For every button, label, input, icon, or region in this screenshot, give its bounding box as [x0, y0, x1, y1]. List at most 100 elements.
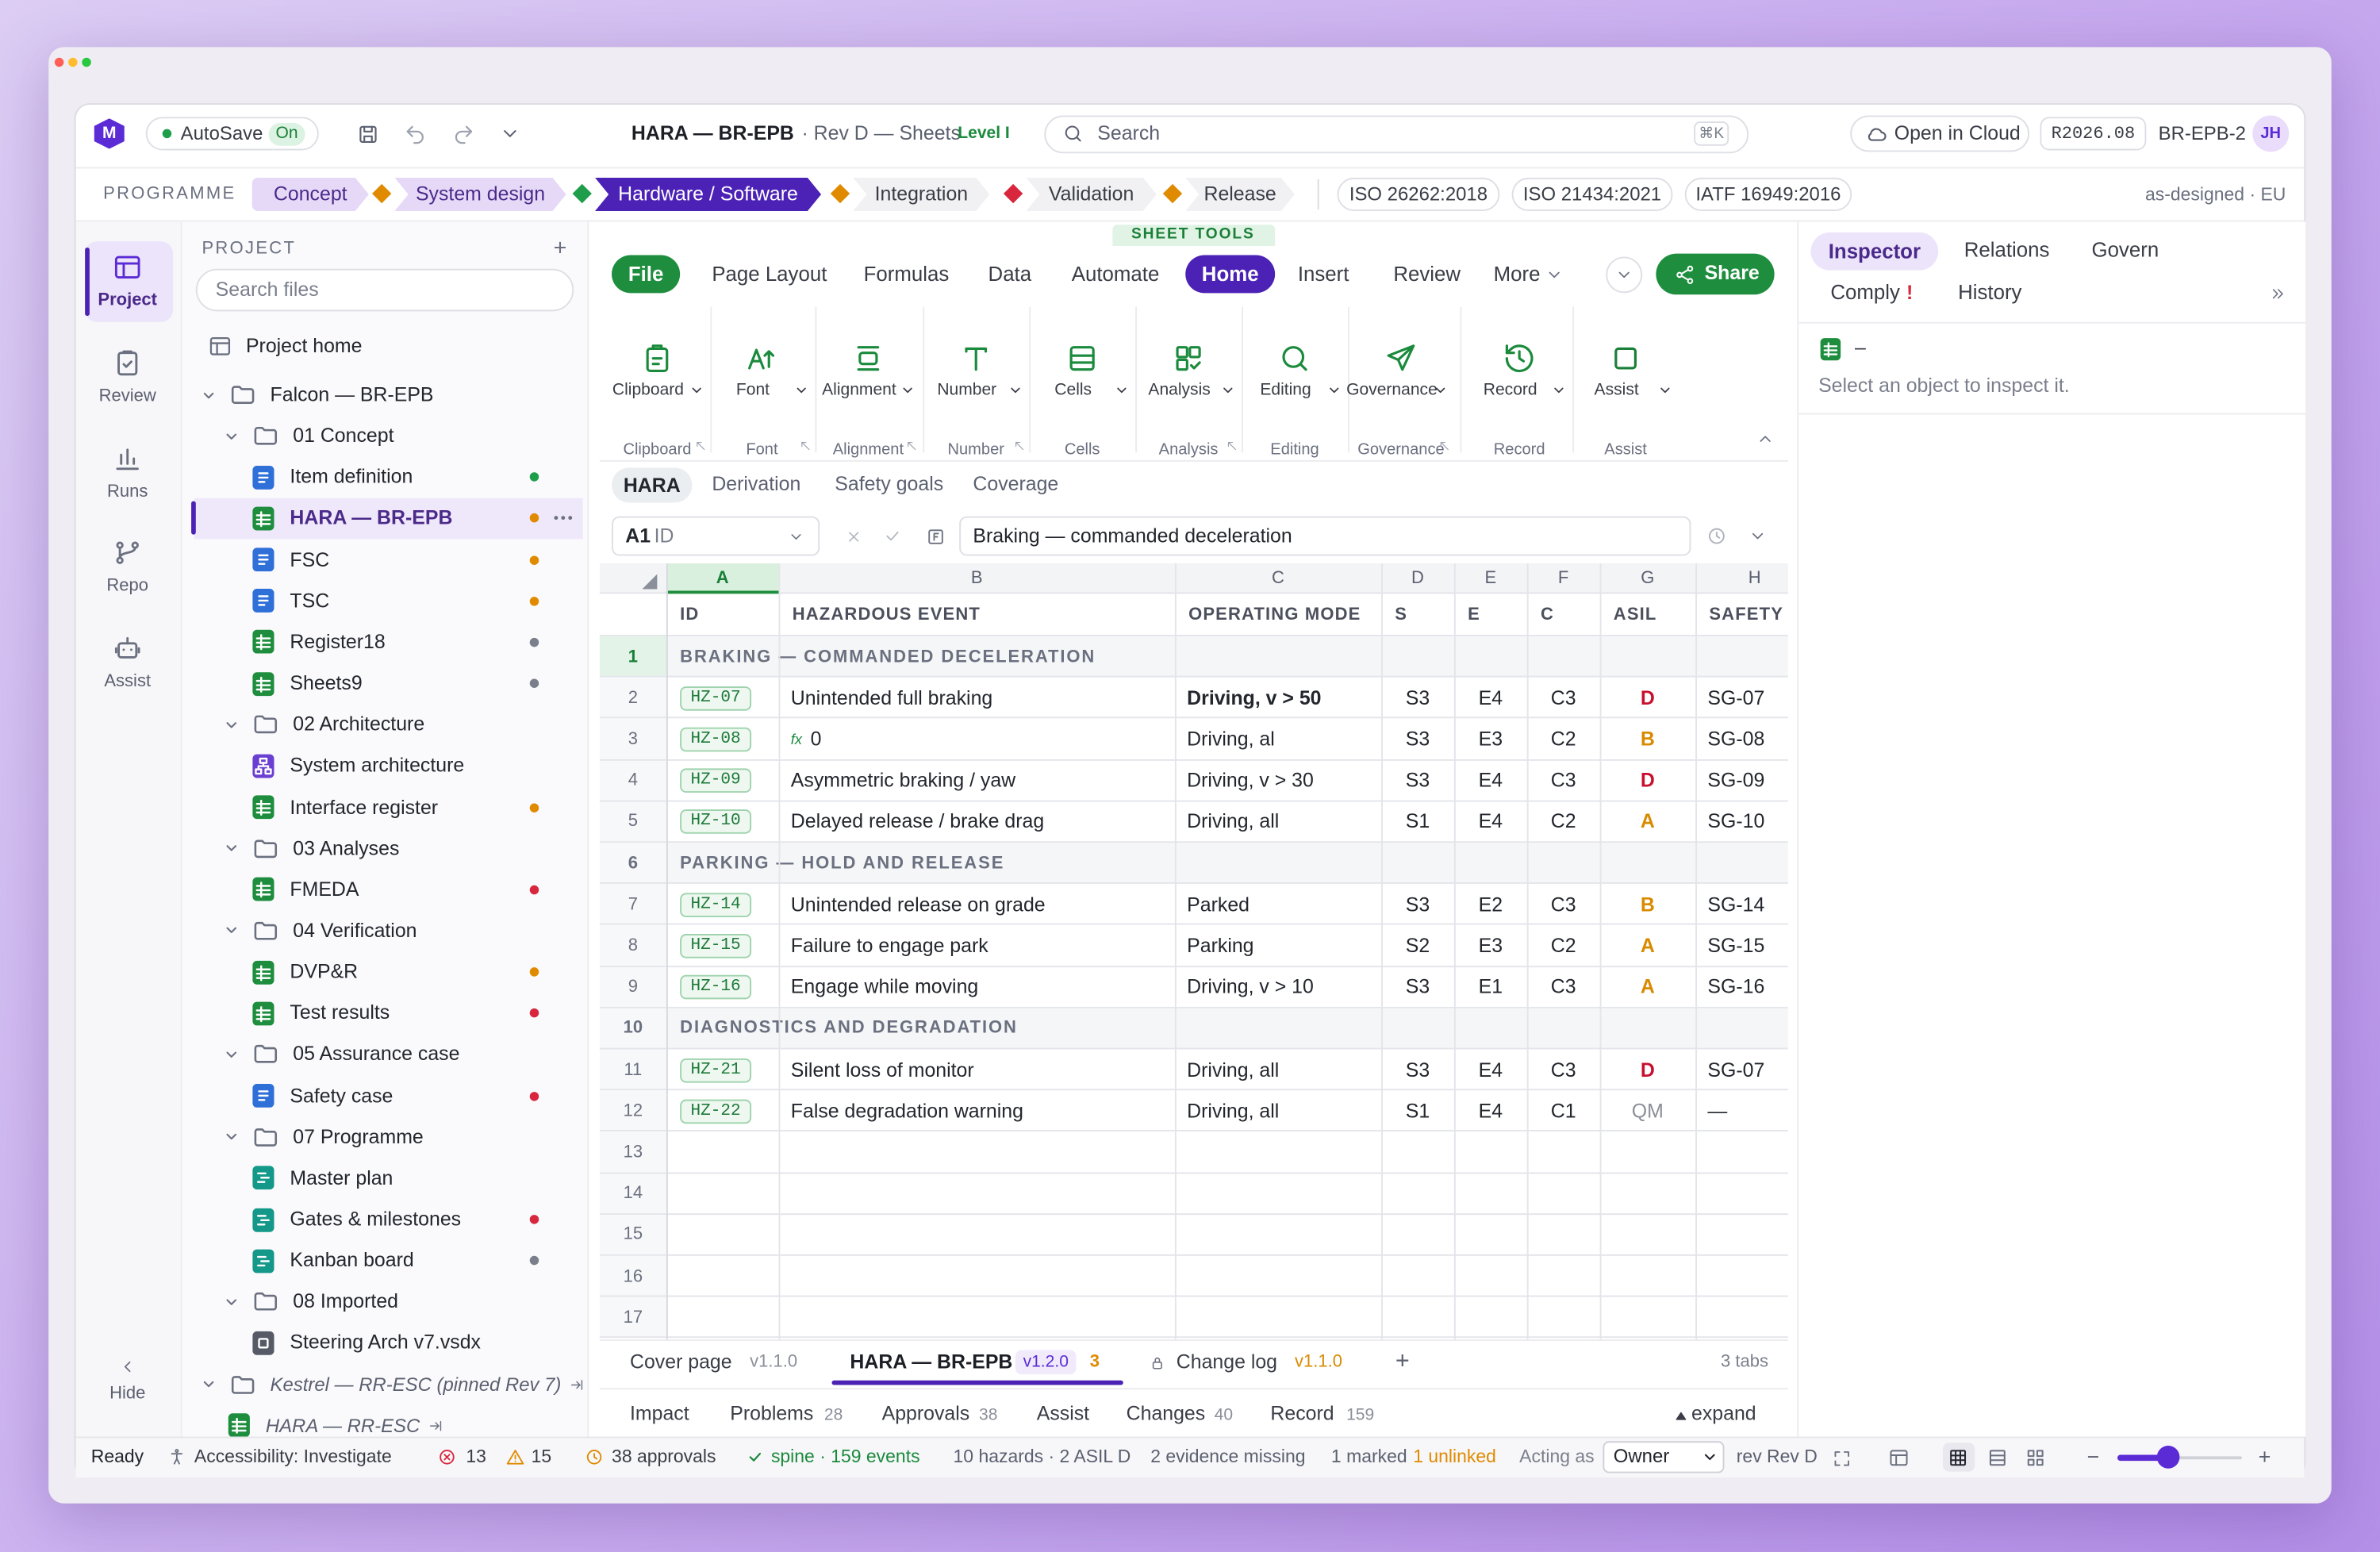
asil-rating[interactable]: A [1640, 934, 1655, 957]
panel-expand[interactable]: expand [1691, 1401, 1756, 1425]
window-control[interactable] [82, 57, 91, 67]
cell[interactable]: Silent loss of monitor [790, 1058, 974, 1081]
file-tab[interactable]: File [612, 255, 681, 294]
column-header[interactable]: A [716, 569, 729, 588]
standard-badge[interactable]: IATF 16949:2016 [1684, 177, 1852, 212]
panel-tab[interactable]: Record [1270, 1401, 1334, 1425]
zoom-out[interactable]: − [2086, 1444, 2100, 1469]
row-number[interactable]: 15 [623, 1226, 643, 1245]
tree-item[interactable]: DVP&R [290, 959, 359, 983]
asil-rating[interactable]: D [1640, 686, 1655, 709]
hazard-id[interactable]: HZ-09 [680, 768, 752, 793]
ribbon-button[interactable]: Clipboard [612, 381, 685, 400]
cell[interactable]: C1 [1550, 1099, 1576, 1122]
add-sheet[interactable]: + [1395, 1348, 1410, 1375]
cell[interactable]: Driving, v > 10 [1187, 975, 1314, 998]
hazard-id[interactable]: HZ-07 [680, 686, 752, 711]
hazard-id[interactable]: HZ-16 [680, 975, 752, 1000]
window-control[interactable] [54, 57, 64, 67]
row-number[interactable]: 1 [628, 647, 638, 667]
nav-label[interactable]: Project [98, 291, 158, 310]
cell[interactable]: Engage while moving [790, 975, 979, 998]
row-number[interactable]: 7 [628, 895, 638, 914]
row-number[interactable]: 16 [623, 1267, 643, 1286]
asil-rating[interactable]: D [1640, 768, 1655, 792]
tree-item[interactable]: Item definition [290, 465, 413, 488]
hazard-id[interactable]: HZ-14 [680, 892, 752, 917]
cell[interactable]: — [1707, 1099, 1728, 1122]
cell[interactable]: E3 [1478, 727, 1503, 751]
status-warnings[interactable]: 15 [531, 1446, 552, 1467]
status-errors[interactable]: 13 [466, 1446, 486, 1467]
role-select[interactable] [1603, 1441, 1725, 1473]
inspector-tab[interactable]: Govern [2091, 238, 2159, 262]
cell[interactable]: C3 [1550, 892, 1576, 916]
row-number[interactable]: 17 [623, 1308, 643, 1327]
tree-item[interactable]: Interface register [290, 794, 439, 818]
formula-input[interactable] [959, 516, 1691, 556]
cell[interactable]: S3 [1405, 727, 1430, 751]
tree-item[interactable]: 01 Concept [293, 424, 394, 447]
asil-rating[interactable]: A [1640, 809, 1655, 833]
standard-badge[interactable]: ISO 26262:2018 [1337, 177, 1500, 212]
project-home[interactable]: Project home [245, 334, 363, 357]
cell[interactable]: E4 [1478, 768, 1503, 792]
nav-label[interactable]: Assist [104, 673, 152, 692]
status-approvals[interactable]: 38 approvals [612, 1446, 716, 1467]
cell[interactable]: Failure to engage park [790, 934, 988, 957]
tree-item[interactable]: 04 Verification [293, 918, 417, 942]
cell[interactable]: Driving, v > 30 [1187, 768, 1314, 792]
window-control[interactable] [68, 57, 78, 67]
column-header[interactable]: H [1748, 569, 1761, 588]
programme-stage[interactable]: Release [1185, 178, 1295, 211]
status-accessibility[interactable]: Accessibility: Investigate [194, 1446, 392, 1467]
cell[interactable]: S3 [1405, 975, 1430, 998]
sidebar-add[interactable]: + [553, 235, 567, 262]
cell[interactable]: S2 [1405, 934, 1430, 957]
ribbon-button[interactable]: Governance [1346, 381, 1438, 400]
cell[interactable]: C2 [1550, 934, 1576, 957]
tree-item[interactable]: Steering Arch v7.vsdx [290, 1331, 481, 1354]
ribbon-tab[interactable]: Insert [1297, 263, 1349, 286]
row-number[interactable]: 14 [623, 1185, 643, 1204]
cell[interactable]: SG-07 [1707, 686, 1765, 709]
row-number[interactable]: 8 [628, 936, 638, 955]
zoom-in[interactable]: + [2258, 1444, 2271, 1469]
programme-stage[interactable]: Validation [1026, 178, 1157, 211]
tree-item[interactable]: Safety case [290, 1083, 393, 1107]
open-cloud-button[interactable] [1850, 115, 2030, 152]
row-number[interactable]: 6 [628, 854, 638, 873]
tree-item[interactable]: HARA — RR-ESC [265, 1415, 420, 1437]
column-header[interactable]: F [1557, 569, 1569, 588]
cell[interactable]: Unintended release on grade [790, 892, 1046, 916]
cell[interactable]: False degradation warning [790, 1099, 1023, 1122]
row-number[interactable]: 3 [628, 730, 638, 749]
cell[interactable]: Parking [1187, 934, 1254, 957]
ribbon-tab[interactable]: Automate [1071, 263, 1160, 286]
tree-item[interactable]: Gates & milestones [290, 1207, 462, 1231]
cell[interactable]: SG-15 [1707, 934, 1765, 957]
inspector-tab[interactable]: History [1958, 281, 2022, 304]
tree-item[interactable]: 08 Imported [293, 1289, 398, 1313]
tree-item[interactable]: System architecture [290, 753, 465, 777]
status-evidence[interactable]: 2 evidence missing [1150, 1446, 1306, 1467]
tree-item[interactable]: HARA — BR-EPB [290, 506, 453, 529]
asil-rating[interactable]: B [1640, 727, 1655, 751]
ribbon-tab[interactable]: More [1493, 263, 1541, 286]
panel-tab[interactable]: Changes [1126, 1401, 1206, 1425]
cell[interactable]: SG-16 [1707, 975, 1765, 998]
view-tab[interactable]: Coverage [973, 472, 1059, 495]
cell[interactable]: Driving, v > 50 [1187, 686, 1322, 709]
sidebar-search[interactable] [195, 268, 574, 312]
ribbon-tab-active[interactable]: Home [1185, 255, 1276, 294]
cell[interactable]: E4 [1478, 686, 1503, 709]
cell[interactable]: S3 [1405, 686, 1430, 709]
tree-item[interactable]: Master plan [290, 1166, 393, 1189]
row-number[interactable]: 4 [628, 771, 638, 790]
sheet-tab[interactable]: Change log [1176, 1350, 1278, 1373]
row-number[interactable]: 5 [628, 812, 638, 832]
nav-label[interactable]: Repo [106, 578, 149, 596]
ribbon-button[interactable]: Editing [1260, 381, 1311, 400]
ribbon-collapse-button[interactable] [1606, 256, 1643, 294]
panel-tab[interactable]: Impact [630, 1401, 689, 1425]
